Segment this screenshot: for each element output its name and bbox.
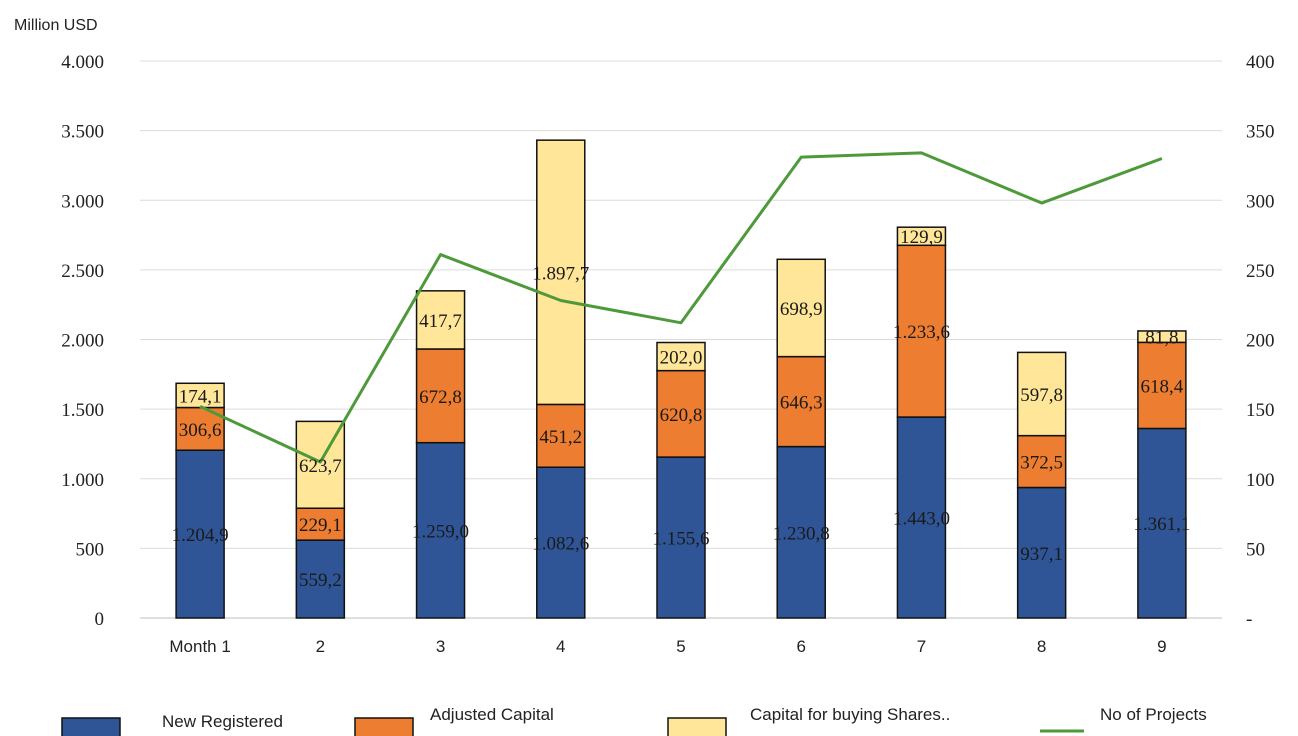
x-tick-label: 7 (917, 637, 926, 656)
x-axis: Month 1 2 3 4 5 6 7 8 9 (169, 637, 1166, 656)
legend-label: Capital for buying Shares.. (750, 705, 950, 724)
y-axis-unit-label: Million USD (14, 17, 98, 34)
data-label: 559,2 (299, 570, 342, 591)
y-tick-label-right: 350 (1246, 122, 1275, 143)
data-label: 306,6 (179, 420, 222, 441)
y-tick-label-right: - (1246, 609, 1252, 630)
legend-label: Adjusted Capital (430, 705, 554, 724)
data-label: 620,8 (660, 405, 703, 426)
data-label: 417,7 (419, 311, 462, 332)
bar-segment-capital-for-buying-shares (1016, 351, 1067, 437)
y-tick-label-right: 200 (1246, 331, 1275, 352)
bar-segment-capital-for-buying-shares (1137, 330, 1187, 344)
data-label: 618,4 (1141, 376, 1184, 397)
x-tick-label: 3 (436, 637, 445, 656)
bar-segment-new-registered (175, 449, 225, 619)
data-label: 1.361,1 (1133, 514, 1190, 535)
bar-segment-adjusted-capital (896, 244, 947, 418)
line-series-group (199, 151, 1163, 464)
bar-segment-new-registered (1016, 486, 1067, 619)
data-label: 229,1 (299, 515, 342, 536)
data-label: 1.230,8 (773, 523, 830, 544)
bar-series-group (175, 139, 1187, 619)
y-tick-label-left: 500 (76, 539, 105, 560)
data-label: 698,9 (780, 299, 823, 320)
bar-segment-capital-for-buying-shares (536, 139, 586, 406)
bar-segment-adjusted-capital (415, 348, 466, 444)
y-tick-label-left: 3.000 (61, 191, 104, 212)
right-axis: - 50 100 150 200 250 300 350 400 (1246, 52, 1275, 630)
y-tick-label-right: 300 (1246, 191, 1275, 212)
bar-segment-adjusted-capital (656, 369, 706, 458)
data-label: 646,3 (780, 393, 823, 414)
y-tick-label-right: 100 (1246, 470, 1275, 491)
data-label: 1.897,7 (532, 263, 589, 284)
data-label: 1.204,9 (172, 525, 229, 546)
y-tick-label-right: 50 (1246, 539, 1265, 560)
x-tick-label: Month 1 (169, 637, 230, 656)
x-tick-label: 5 (676, 637, 685, 656)
data-label: 372,5 (1020, 453, 1063, 474)
data-label: 597,8 (1020, 385, 1063, 406)
x-tick-label: 2 (316, 637, 325, 656)
x-tick-label: 8 (1037, 637, 1046, 656)
left-axis: 0 500 1.000 1.500 2.000 2.500 3.000 3.500 4.000 (61, 52, 104, 630)
y-tick-label-left: 1.000 (61, 470, 104, 491)
y-tick-label-left: 0 (95, 609, 105, 630)
data-label: 1.259,0 (412, 521, 469, 542)
y-tick-label-right: 250 (1246, 261, 1275, 282)
bar-segment-adjusted-capital (1016, 434, 1067, 489)
y-tick-label-right: 400 (1246, 52, 1275, 73)
data-label: 451,2 (539, 427, 582, 448)
bar-segment-capital-for-buying-shares (415, 290, 466, 350)
data-label: 937,1 (1020, 544, 1063, 565)
x-tick-label: 6 (796, 637, 805, 656)
data-label: 1.233,6 (893, 322, 950, 343)
data-label: 129,9 (900, 227, 943, 248)
bar-segment-capital-for-buying-shares (776, 258, 826, 358)
bar-segment-new-registered (536, 466, 586, 619)
bar-segment-capital-for-buying-shares (896, 226, 947, 247)
y-tick-label-left: 1.500 (61, 400, 104, 421)
x-tick-label: 4 (556, 637, 565, 656)
data-label: 81,8 (1145, 328, 1178, 349)
data-label: 623,7 (299, 456, 342, 477)
bar-segment-adjusted-capital (776, 355, 826, 448)
data-label: 1.155,6 (653, 529, 710, 550)
bar-segment-new-registered (1137, 427, 1187, 619)
data-label: 174,1 (179, 386, 222, 407)
bar-segment-new-registered (776, 445, 826, 619)
data-label: 672,8 (419, 387, 462, 408)
y-tick-label-left: 2.000 (61, 331, 104, 352)
data-labels-group: 1.204,9 306,6 174,1 559,2 229,1 623,7 1.259,0 6… (172, 227, 1191, 591)
legend: New Registered Adjusted Capital Capital fo… (61, 705, 1207, 736)
bar-segment-new-registered (295, 539, 346, 619)
legend-swatch (354, 717, 414, 736)
x-tick-label: 9 (1157, 637, 1166, 656)
bar-segment-new-registered (896, 416, 947, 619)
y-tick-label-left: 2.500 (61, 261, 104, 282)
legend-swatch (61, 717, 121, 736)
legend-label: New Registered (162, 712, 283, 731)
data-label: 1.443,0 (893, 509, 950, 530)
data-label: 202,0 (660, 348, 703, 369)
bar-segment-capital-for-buying-shares (656, 341, 706, 372)
legend-label: No of Projects (1100, 705, 1207, 724)
bar-segment-adjusted-capital (1137, 341, 1187, 430)
legend-swatch (667, 717, 727, 736)
y-tick-label-left: 4.000 (61, 52, 104, 73)
y-tick-label-left: 3.500 (61, 122, 104, 143)
data-label: 1.082,6 (532, 534, 589, 555)
y-tick-label-right: 150 (1246, 400, 1275, 421)
